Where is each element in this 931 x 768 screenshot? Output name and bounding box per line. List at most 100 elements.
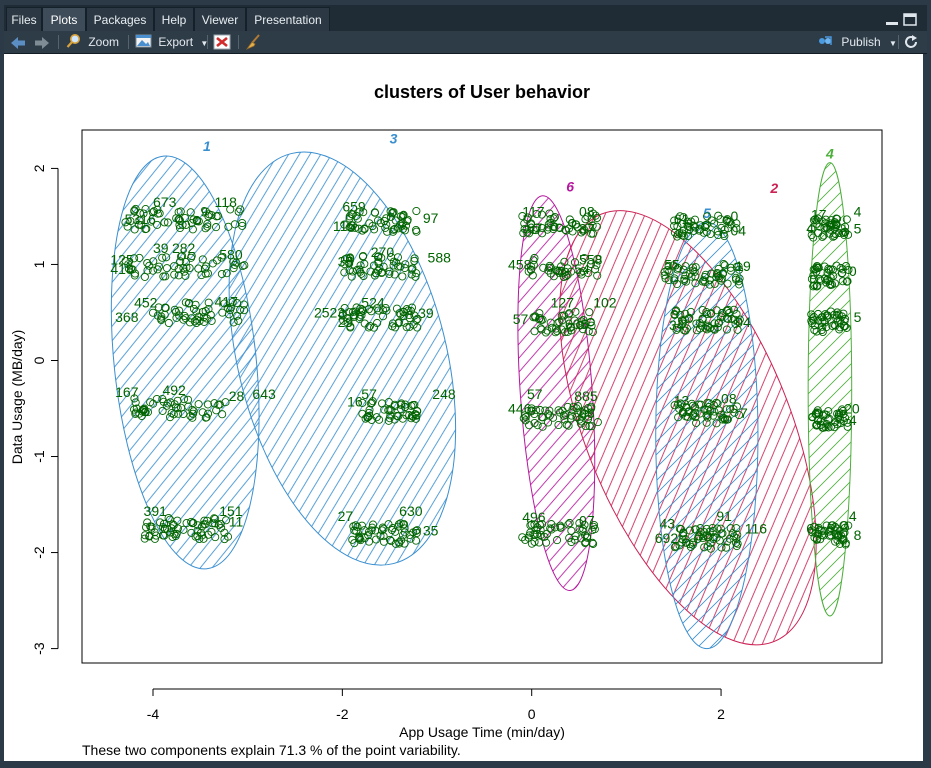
data-point <box>730 315 739 324</box>
data-point <box>688 401 697 410</box>
data-point <box>549 413 558 422</box>
chevron-down-icon: ▼ <box>889 39 897 48</box>
export-button[interactable]: Export ▼ <box>135 31 208 53</box>
data-point <box>164 513 173 523</box>
data-point <box>543 326 552 335</box>
data-point <box>706 309 715 319</box>
data-point <box>567 526 576 535</box>
chart-title: clusters of User behavior <box>374 82 590 102</box>
data-point <box>172 313 181 322</box>
export-label: Export <box>158 35 194 49</box>
data-point <box>240 306 249 315</box>
point-label: 4 <box>854 203 862 219</box>
tab-files[interactable]: Files <box>6 7 42 31</box>
data-point <box>549 214 558 223</box>
data-point <box>809 216 818 225</box>
tab-plots[interactable]: Plots <box>42 7 86 31</box>
point-label: 117 <box>522 203 545 219</box>
tab-presentation[interactable]: Presentation <box>246 7 330 31</box>
data-point <box>526 265 536 274</box>
data-point <box>563 402 572 411</box>
data-point <box>822 278 831 287</box>
data-point <box>584 404 593 413</box>
data-point <box>351 223 360 232</box>
point-label: 08 <box>579 203 595 219</box>
publish-button[interactable]: Publish ▼ <box>818 31 897 53</box>
data-point <box>401 400 410 409</box>
data-point <box>698 315 707 324</box>
data-point <box>685 225 694 234</box>
data-point <box>392 304 402 313</box>
data-point <box>587 422 596 431</box>
data-point <box>182 519 191 528</box>
point-label: 692 <box>655 530 679 546</box>
data-point <box>837 312 847 321</box>
data-point <box>812 327 821 336</box>
data-point <box>229 264 238 273</box>
data-point <box>373 304 382 313</box>
forward-button[interactable] <box>34 35 50 49</box>
data-point <box>138 405 147 414</box>
data-point <box>188 519 197 528</box>
broom-icon <box>245 34 260 50</box>
data-point <box>830 320 839 329</box>
data-point <box>709 526 718 536</box>
data-point <box>536 530 545 539</box>
y-tick-label: -3 <box>31 642 47 655</box>
data-point <box>387 253 396 262</box>
data-point <box>532 526 541 535</box>
data-point <box>558 406 567 415</box>
data-point <box>352 303 361 312</box>
data-point <box>182 263 191 272</box>
data-point <box>135 209 145 218</box>
back-button[interactable] <box>10 35 26 49</box>
data-point <box>189 304 199 313</box>
tab-viewer[interactable]: Viewer <box>194 7 246 31</box>
data-point <box>131 204 140 213</box>
refresh-button[interactable] <box>903 34 919 50</box>
data-point <box>712 533 721 542</box>
tab-packages[interactable]: Packages <box>86 7 154 31</box>
data-point <box>544 220 553 229</box>
data-point <box>704 533 713 542</box>
data-point <box>379 524 388 533</box>
minimize-pane-icon[interactable] <box>886 22 898 25</box>
data-point <box>815 275 824 284</box>
tab-help[interactable]: Help <box>154 7 194 31</box>
maximize-pane-icon[interactable] <box>903 13 917 26</box>
data-point <box>841 227 850 237</box>
data-point <box>187 517 196 526</box>
data-point <box>681 271 690 280</box>
data-point <box>722 543 731 552</box>
data-point <box>835 539 844 548</box>
data-point <box>808 314 817 323</box>
remove-plot-button[interactable] <box>213 34 231 50</box>
data-point <box>378 305 388 315</box>
data-point <box>826 523 836 532</box>
data-point <box>203 222 212 231</box>
data-point <box>677 400 686 409</box>
data-point <box>726 524 735 533</box>
data-point <box>819 231 828 240</box>
data-point <box>560 415 569 424</box>
data-point <box>130 254 139 263</box>
data-point <box>194 264 203 273</box>
data-point <box>410 254 419 263</box>
data-point <box>357 269 366 278</box>
data-point <box>216 519 225 528</box>
remove-plot-icon <box>213 34 231 50</box>
data-point <box>198 408 207 417</box>
data-point <box>593 271 602 280</box>
data-point <box>350 311 359 320</box>
point-label: 673 <box>153 194 177 210</box>
clear-all-plots-button[interactable] <box>244 34 262 50</box>
data-point <box>371 526 380 535</box>
data-point <box>570 258 580 267</box>
data-point <box>217 253 226 262</box>
data-point <box>695 409 705 418</box>
zoom-button[interactable]: Zoom <box>66 31 119 53</box>
data-point <box>722 405 731 414</box>
data-point <box>146 398 155 407</box>
data-point <box>556 521 565 530</box>
data-point <box>836 531 846 540</box>
